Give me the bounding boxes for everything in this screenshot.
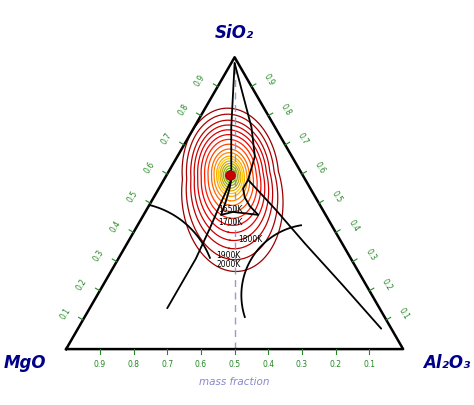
Text: 1700K: 1700K [219,218,243,227]
Text: 0.5: 0.5 [330,190,344,205]
Text: 1650K: 1650K [219,205,243,214]
Text: 0.1: 0.1 [364,360,375,369]
Text: 0.2: 0.2 [330,360,342,369]
Text: 0.9: 0.9 [94,360,106,369]
Text: mass fraction: mass fraction [200,377,270,387]
Text: 0.9: 0.9 [262,72,276,88]
Text: 0.7: 0.7 [161,360,173,369]
Text: 0.5: 0.5 [126,190,139,205]
Text: MgO: MgO [3,354,46,372]
Text: 2000K: 2000K [216,260,240,269]
Text: 0.9: 0.9 [193,72,207,88]
Text: 0.4: 0.4 [109,219,123,234]
Text: 0.4: 0.4 [262,360,274,369]
Text: 0.2: 0.2 [75,277,89,292]
Text: 1900K: 1900K [216,251,240,260]
Text: 0.7: 0.7 [296,131,310,146]
Text: 1800K: 1800K [239,235,263,244]
Text: 0.5: 0.5 [228,360,241,369]
Text: 0.8: 0.8 [176,102,190,117]
Text: 0.6: 0.6 [142,160,156,175]
Text: 0.3: 0.3 [364,248,377,263]
Text: 0.3: 0.3 [296,360,308,369]
Text: 0.2: 0.2 [380,277,394,292]
Text: 0.8: 0.8 [128,360,139,369]
Text: 0.1: 0.1 [58,306,72,321]
Text: 0.7: 0.7 [159,131,173,146]
Text: 0.4: 0.4 [346,219,361,234]
Text: 0.3: 0.3 [92,248,106,263]
Text: 0.1: 0.1 [397,306,411,321]
Text: SiO₂: SiO₂ [215,24,254,42]
Text: 0.6: 0.6 [313,160,327,175]
Text: 0.6: 0.6 [195,360,207,369]
Text: Al₂O₃: Al₂O₃ [423,354,471,372]
Text: 0.8: 0.8 [279,102,293,117]
